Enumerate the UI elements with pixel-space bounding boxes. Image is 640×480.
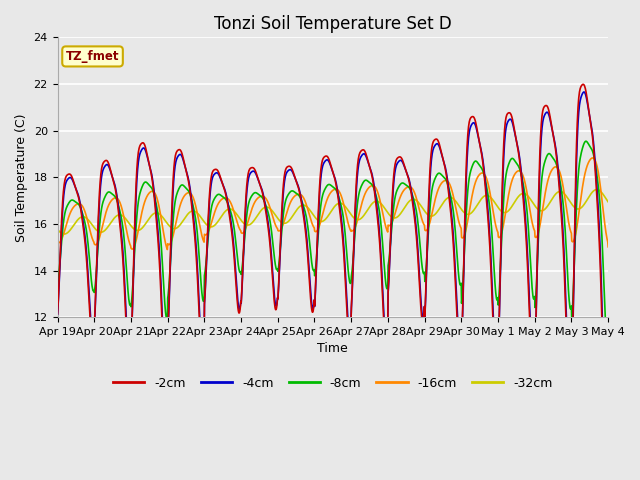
Legend: -2cm, -4cm, -8cm, -16cm, -32cm: -2cm, -4cm, -8cm, -16cm, -32cm [108, 372, 557, 395]
Y-axis label: Soil Temperature (C): Soil Temperature (C) [15, 113, 28, 241]
X-axis label: Time: Time [317, 342, 348, 356]
Title: Tonzi Soil Temperature Set D: Tonzi Soil Temperature Set D [214, 15, 452, 33]
Text: TZ_fmet: TZ_fmet [66, 50, 119, 63]
